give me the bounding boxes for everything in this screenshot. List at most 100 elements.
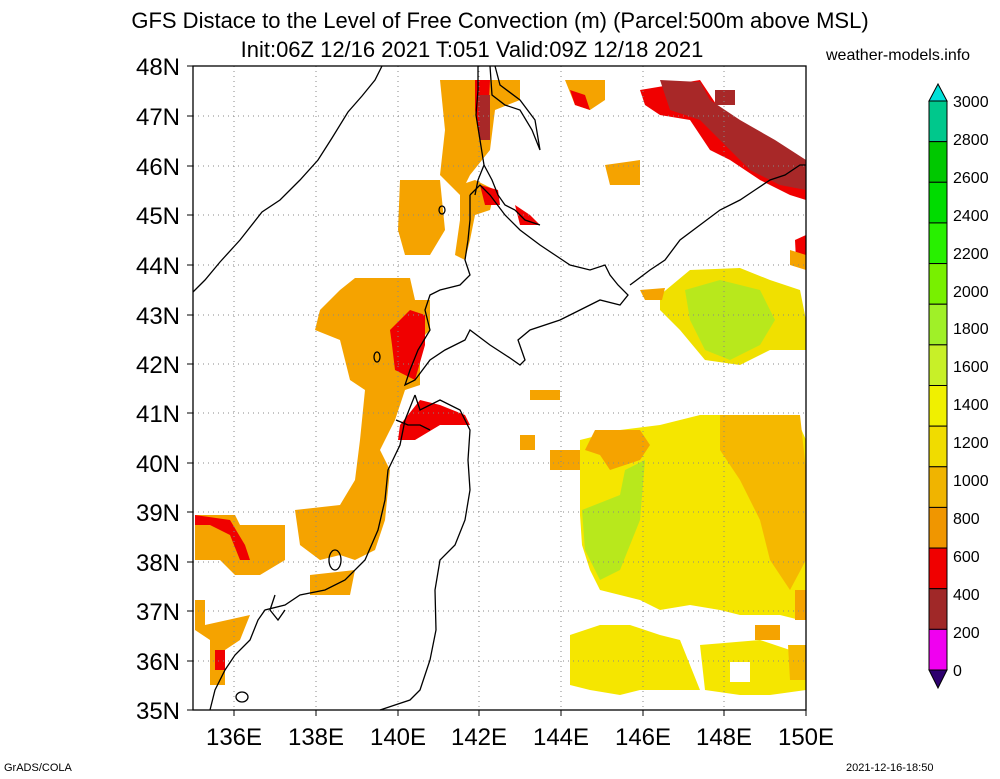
lat-label: 45N [136,203,180,230]
field-orange-dots3 [550,450,580,470]
colorbar-label: 200 [953,625,980,642]
colorbar-label: 600 [953,549,980,566]
colorbar-label: 1400 [953,397,989,414]
lat-label: 35N [136,698,180,725]
colorbar-swatch [928,628,948,671]
field-orange-dots2 [530,390,560,400]
colorbar-bottom-arrow [928,669,948,690]
lat-labels: 48N 47N 46N 45N 44N 43N 42N 41N 40N 39N … [136,54,180,725]
sado-island [328,549,342,571]
colorbar-swatch [928,181,948,224]
lon-label: 136E [206,724,262,751]
field-orange-s2 [195,600,250,685]
coastline-honshu-west [209,394,416,711]
rebun-island [438,205,446,215]
field-orange-dots1 [520,435,535,450]
colorbar: 3000 2800 2600 2400 2200 2000 1800 1600 … [928,82,989,690]
lon-label: 142E [451,724,507,751]
colorbar-top-arrow [928,82,948,102]
colorbar-label: 2000 [953,284,989,301]
coastline-honshu-north [379,394,471,711]
lat-label: 39N [136,500,180,527]
field-orange-east [640,288,665,300]
tick-marks [187,65,807,716]
colorbar-label: 3000 [953,94,989,111]
field-orange-pacific-west [585,430,650,470]
footer-credit: GrADS/COLA [4,762,72,774]
coastline-mainland [192,65,383,293]
colorbar-label: 1600 [953,359,989,376]
field-orange-south2 [788,645,806,680]
field-orange-pacific-east [720,415,806,590]
lon-label: 146E [615,724,671,751]
grid-layer [193,66,806,710]
colorbar-swatch [928,344,948,387]
colorbar-label: 1200 [953,435,989,452]
field-green-east [685,280,775,360]
coastline-sakhalin-south [483,164,541,226]
lon-label: 148E [696,724,752,751]
field-orange-south [755,625,780,640]
lat-label: 47N [136,104,180,131]
field-yellow-south [570,625,700,695]
colorbar-label: 2800 [953,132,989,149]
coastline-sakhalin-east [489,65,541,151]
coastline-kurils [629,164,806,286]
lat-label: 46N [136,154,180,181]
colorbar-swatch [928,466,948,508]
colorbar-label: 2600 [953,170,989,187]
field-orange-s3 [310,570,355,595]
plot-frame [192,65,807,711]
field-red-ne2 [570,90,590,110]
coastline-layer [192,65,806,711]
lat-label: 42N [136,352,180,379]
colorbar-swatch [928,141,948,183]
lon-label: 144E [533,724,589,751]
lat-label: 43N [136,303,180,330]
lon-label: 140E [370,724,426,751]
field-red-small [515,205,540,225]
colorbar-label: 1000 [953,473,989,490]
lat-label: 44N [136,253,180,280]
coastline-sakhalin-west [474,66,485,196]
field-orange-mid [795,590,806,620]
colorbar-swatch [928,425,948,468]
field-orange-ne3 [605,160,640,185]
map-subtitle: Init:06Z 12/16 2021 T:051 Valid:09Z 12/1… [240,37,704,62]
colorbar-label: 400 [953,587,980,604]
colorbar-swatch [928,222,948,265]
lon-labels: 136E 138E 140E 142E 144E 146E 148E 150E [206,724,834,751]
lat-label: 38N [136,550,180,577]
field-red-hokkaido-sw [390,310,425,380]
lat-label: 40N [136,451,180,478]
lat-label: 41N [136,401,180,428]
colorbar-swatch [928,588,948,630]
colorbar-label: 2400 [953,208,989,225]
field-green-pacific [582,460,645,580]
field-red-sw [195,515,250,560]
colorbar-swatch [928,547,948,590]
lat-label: 37N [136,599,180,626]
colorbar-label: 2200 [953,246,989,263]
colorbar-label: 1800 [953,321,989,338]
field-layer [195,80,806,695]
colorbar-swatch [928,506,948,549]
map-title: GFS Distace to the Level of Free Convect… [131,8,869,33]
field-brown-sakhalin [478,95,490,140]
lat-label: 48N [136,54,180,81]
site-label: weather-models.info [826,47,971,64]
lon-label: 150E [778,724,834,751]
colorbar-swatch [928,263,948,305]
field-orange-sakhalin-sw [398,180,445,255]
field-brown-ne2 [715,90,735,105]
oki-island [235,691,249,703]
lat-label: 36N [136,649,180,676]
field-brown-ne [660,80,806,190]
lon-label: 138E [288,724,344,751]
coastline-noto [269,594,286,622]
field-red-s2 [215,650,225,670]
coastline-honshu-inner [395,419,431,431]
colorbar-label: 800 [953,511,980,528]
okushiri-island [373,351,381,363]
